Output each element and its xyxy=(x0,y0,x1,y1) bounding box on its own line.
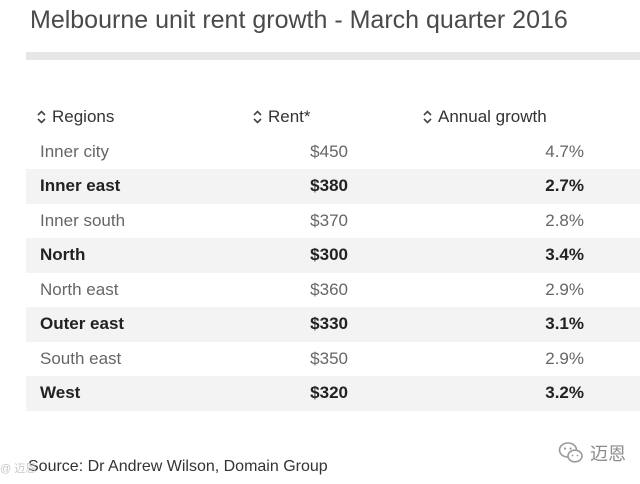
column-header-label: Annual growth xyxy=(438,107,547,127)
rent-table: Regions Rent* Annual growth Inner city $… xyxy=(26,100,640,411)
region-cell: Outer east xyxy=(40,314,125,334)
column-header-rent[interactable]: Rent* xyxy=(252,100,311,135)
column-header-label: Rent* xyxy=(268,107,311,127)
page-title: Melbourne unit rent growth - March quart… xyxy=(30,6,568,34)
table-row: North $300 3.4% xyxy=(26,238,640,273)
column-header-regions[interactable]: Regions xyxy=(36,100,114,135)
watermark-brand: 迈恩 xyxy=(590,444,626,464)
growth-cell: 2.9% xyxy=(545,348,584,368)
sort-icon[interactable] xyxy=(252,110,262,124)
rent-cell: $300 xyxy=(310,245,348,265)
table-row: Outer east $330 3.1% xyxy=(26,307,640,342)
column-header-annual-growth[interactable]: Annual growth xyxy=(422,100,547,135)
table-row: Inner south $370 2.8% xyxy=(26,203,640,238)
table-row: North east $360 2.9% xyxy=(26,272,640,307)
column-header-label: Regions xyxy=(52,107,115,127)
table-row: Inner city $450 4.7% xyxy=(26,134,640,169)
region-cell: South east xyxy=(40,348,122,368)
region-cell: Inner south xyxy=(40,210,126,230)
growth-cell: 2.7% xyxy=(545,176,584,196)
watermark-right: 迈恩 xyxy=(558,440,626,466)
wechat-icon xyxy=(558,442,583,463)
growth-cell: 3.1% xyxy=(545,314,584,334)
growth-cell: 3.2% xyxy=(545,383,584,403)
rent-cell: $320 xyxy=(310,383,348,403)
table-header-row: Regions Rent* Annual growth xyxy=(26,100,640,135)
growth-cell: 2.8% xyxy=(545,210,584,230)
table-row: West $320 3.2% xyxy=(26,376,640,411)
sort-icon[interactable] xyxy=(36,110,46,124)
region-cell: Inner east xyxy=(40,176,121,196)
rent-cell: $450 xyxy=(310,141,348,161)
region-cell: North east xyxy=(40,279,119,299)
region-cell: West xyxy=(40,383,81,403)
table-row: Inner east $380 2.7% xyxy=(26,169,640,204)
growth-cell: 2.9% xyxy=(545,279,584,299)
watermark-left: @ 迈恩 xyxy=(0,463,37,475)
title-divider xyxy=(26,52,640,60)
rent-cell: $330 xyxy=(310,314,348,334)
rent-cell: $360 xyxy=(310,279,348,299)
sort-icon[interactable] xyxy=(422,110,432,124)
table-row: South east $350 2.9% xyxy=(26,341,640,376)
region-cell: North xyxy=(40,245,86,265)
region-cell: Inner city xyxy=(40,141,109,161)
growth-cell: 4.7% xyxy=(545,141,584,161)
source-note: Source: Dr Andrew Wilson, Domain Group xyxy=(28,458,328,475)
growth-cell: 3.4% xyxy=(545,245,584,265)
rent-cell: $370 xyxy=(310,210,348,230)
rent-cell: $350 xyxy=(310,348,348,368)
rent-cell: $380 xyxy=(310,176,348,196)
